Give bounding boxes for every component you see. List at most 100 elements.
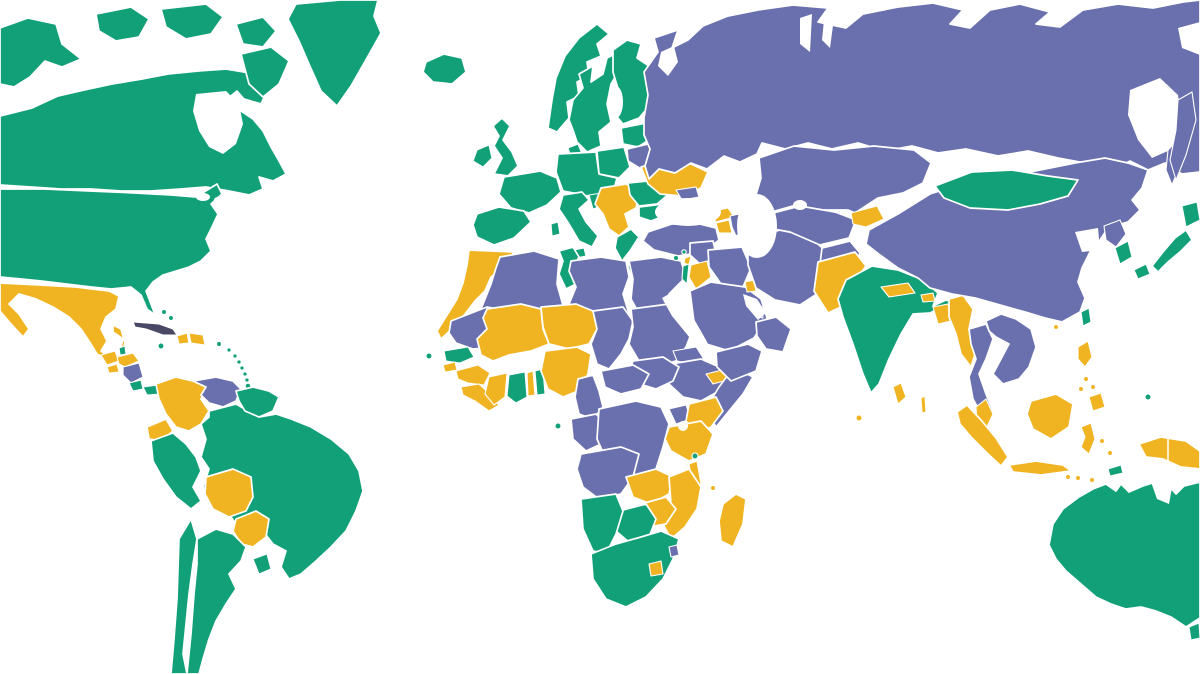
sea-hudson-bay xyxy=(193,91,243,154)
region-haiti xyxy=(176,332,190,345)
region-taiwan xyxy=(1080,307,1092,327)
region-italy xyxy=(558,191,599,248)
region-lesser-antilles xyxy=(236,359,242,365)
region-kyrgyzstan xyxy=(850,205,885,228)
southeast-asia xyxy=(956,313,1200,484)
oceania xyxy=(1048,481,1200,641)
central-south-asia xyxy=(655,145,977,422)
region-bahamas xyxy=(160,308,168,316)
sea-gulf-of-bothnia xyxy=(609,86,623,118)
region-philippines-mindanao xyxy=(1088,392,1106,412)
sea-great-lakes xyxy=(214,196,226,204)
region-bahamas xyxy=(167,314,175,322)
region-car xyxy=(600,364,650,395)
region-lesser-antilles xyxy=(244,377,250,383)
region-south-korea xyxy=(1114,240,1133,265)
region-lesser-antilles xyxy=(242,371,248,377)
region-china xyxy=(865,157,1149,323)
region-cyprus xyxy=(681,249,687,255)
region-peru xyxy=(150,432,202,510)
region-andaman xyxy=(920,395,927,414)
region-lebanon xyxy=(683,255,692,266)
region-puerto-rico xyxy=(215,340,223,348)
region-crimea xyxy=(675,186,700,201)
sea-ob-gulf xyxy=(800,14,812,52)
sea-persian-gulf xyxy=(743,294,766,320)
region-uk xyxy=(492,117,519,177)
region-lesser-antilles xyxy=(232,353,238,359)
region-philippines-visayas xyxy=(1089,383,1097,391)
region-uruguay xyxy=(252,553,272,575)
region-canada-island xyxy=(160,3,224,40)
region-alaska xyxy=(0,17,82,88)
region-nicaragua xyxy=(122,362,144,384)
region-argentina xyxy=(186,528,247,674)
region-canada-island xyxy=(235,16,277,48)
region-russia xyxy=(643,0,1200,180)
region-canada-island xyxy=(95,6,150,42)
region-ivory-coast xyxy=(484,372,508,406)
europe xyxy=(422,23,709,273)
region-france xyxy=(498,170,562,214)
region-japan-hokkaido xyxy=(1181,201,1200,228)
africa xyxy=(425,246,754,608)
region-guyanas xyxy=(235,386,280,418)
region-honduras xyxy=(116,352,140,368)
region-japan-kyushu xyxy=(1133,263,1151,280)
region-philippines-visayas xyxy=(1077,385,1085,393)
region-sumatra xyxy=(956,404,1009,467)
region-thailand xyxy=(968,323,994,418)
region-jamaica xyxy=(157,342,165,350)
region-lesser-sunda xyxy=(1074,474,1082,482)
sea-bering xyxy=(1178,22,1200,55)
sea-white-sea xyxy=(658,46,678,76)
region-myanmar xyxy=(948,294,977,368)
region-angola xyxy=(576,446,640,500)
sea-black-sea xyxy=(655,198,721,226)
sea-great-lakes xyxy=(196,193,210,201)
sea-lake-victoria xyxy=(678,421,688,431)
region-nepal xyxy=(880,282,916,298)
region-moluccas xyxy=(1098,437,1106,445)
region-chile xyxy=(170,518,198,674)
region-indochina xyxy=(985,313,1037,385)
region-senegal xyxy=(443,346,475,364)
caribbean xyxy=(132,308,252,390)
region-namibia xyxy=(580,493,624,555)
region-kazakhstan xyxy=(754,145,932,214)
region-cape-verde xyxy=(425,352,433,360)
region-kuwait xyxy=(744,279,757,293)
north-america xyxy=(0,0,382,396)
region-east-africa-island xyxy=(691,452,699,460)
region-australia xyxy=(1048,481,1200,628)
sea-caspian xyxy=(737,194,777,258)
region-iraq xyxy=(707,246,752,288)
region-mali xyxy=(476,303,550,362)
region-cyprus xyxy=(672,254,680,262)
region-mongolia xyxy=(934,169,1079,211)
region-poland xyxy=(596,146,631,179)
region-java xyxy=(1008,460,1072,476)
region-sao-tome xyxy=(554,422,562,430)
east-asia xyxy=(865,157,1200,331)
region-togo xyxy=(526,370,536,397)
region-guinea-bissau xyxy=(442,361,458,373)
region-philippines-visayas xyxy=(1082,375,1090,383)
region-uae-oman xyxy=(755,316,792,353)
region-japan-honshu xyxy=(1151,229,1193,273)
region-jordan xyxy=(688,260,712,290)
region-costa-rica xyxy=(128,379,144,392)
region-moluccas xyxy=(1106,449,1114,457)
region-israel xyxy=(681,263,690,285)
region-lesser-antilles xyxy=(226,347,232,353)
region-yemen xyxy=(715,343,763,382)
region-niger xyxy=(540,303,598,350)
region-zambia xyxy=(625,468,674,505)
sea-okhotsk xyxy=(1128,78,1182,158)
region-eswatini xyxy=(668,544,680,558)
region-sierra-leone-liberia xyxy=(460,383,500,412)
region-norway xyxy=(547,23,610,133)
region-paraguay xyxy=(232,510,270,548)
